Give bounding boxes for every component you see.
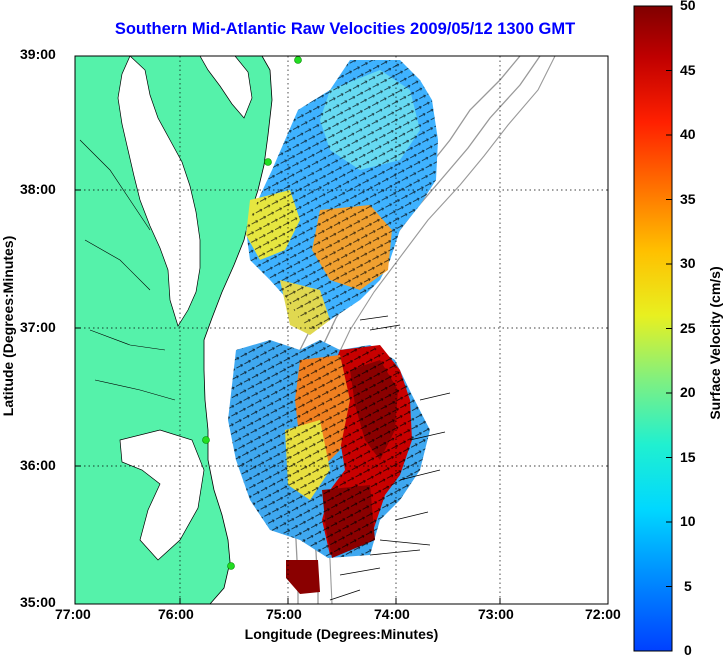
colorbar-tick-label: 45 <box>680 62 696 78</box>
x-tick-label: 75:00 <box>266 606 302 622</box>
radar-station-marker <box>227 562 235 570</box>
colorbar-tick-label: 50 <box>680 0 696 13</box>
x-axis-label: Longitude (Degrees:Minutes) <box>244 626 439 642</box>
colorbar-tick-label: 5 <box>684 578 692 594</box>
vector-arrows-north <box>246 60 438 330</box>
chesapeake-bay <box>117 56 201 327</box>
x-tick-label: 76:00 <box>158 606 194 622</box>
sound <box>119 429 205 561</box>
land-mass <box>75 56 273 604</box>
axis-ticks <box>74 55 609 605</box>
radar-station-marker <box>264 158 272 166</box>
river <box>79 139 176 401</box>
colorbar-tick-label: 40 <box>680 126 696 142</box>
colorbar-tick-label: 20 <box>680 384 696 400</box>
grid-lines <box>75 56 608 604</box>
colorbar-tick-label: 10 <box>680 513 696 529</box>
x-tick-label: 74:00 <box>374 606 410 622</box>
y-tick-label: 37:00 <box>20 319 56 335</box>
colorbar-tick-label: 30 <box>680 255 696 271</box>
vector-arrows-south <box>228 340 430 558</box>
y-tick-label: 36:00 <box>20 457 56 473</box>
y-tick-label: 39:00 <box>20 46 56 62</box>
colorbar-tick-label: 15 <box>680 449 696 465</box>
colorbar <box>633 5 673 652</box>
delaware-bay <box>199 56 253 119</box>
y-axis-label: Latitude (Degrees:Minutes) <box>0 235 16 417</box>
x-tick-label: 77:00 <box>55 606 91 622</box>
plot-frame <box>74 55 609 605</box>
colorbar-tick-label: 0 <box>684 642 692 658</box>
radar-station-marker <box>294 56 302 64</box>
plot-title: Southern Mid-Atlantic Raw Velocities 200… <box>114 20 576 38</box>
colorbar-tick-label: 35 <box>680 191 696 207</box>
colorbar-tick-label: 25 <box>680 320 696 336</box>
y-tick-label: 35:00 <box>20 594 56 610</box>
velocity-patch-darkred <box>286 560 320 594</box>
y-tick-label: 38:00 <box>20 181 56 197</box>
x-tick-label: 72:00 <box>585 606 621 622</box>
colorbar-ticks <box>666 5 672 652</box>
radar-station-marker <box>202 436 210 444</box>
vector-arrows-offshore <box>329 315 451 601</box>
x-tick-label: 73:00 <box>478 606 514 622</box>
colorbar-label: Surface Velocity (cm/s) <box>707 266 723 420</box>
